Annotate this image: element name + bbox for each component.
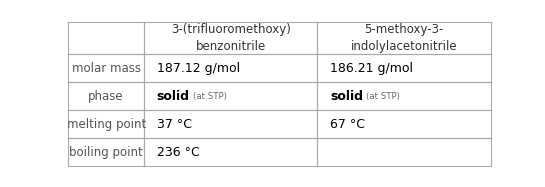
Text: 3-(trifluoromethoxy)
benzonitrile: 3-(trifluoromethoxy) benzonitrile — [171, 23, 290, 53]
Text: boiling point: boiling point — [69, 146, 143, 159]
Text: 67 °C: 67 °C — [330, 118, 365, 131]
Text: 236 °C: 236 °C — [157, 146, 199, 159]
Text: solid: solid — [157, 90, 190, 103]
Text: molar mass: molar mass — [71, 62, 141, 75]
Text: 186.21 g/mol: 186.21 g/mol — [330, 62, 413, 75]
Text: (at STP): (at STP) — [366, 92, 400, 101]
Text: 5-methoxy-3-
indolylacetonitrile: 5-methoxy-3- indolylacetonitrile — [350, 23, 457, 53]
Text: (at STP): (at STP) — [193, 92, 227, 101]
Text: 37 °C: 37 °C — [157, 118, 192, 131]
Text: phase: phase — [88, 90, 124, 103]
Text: solid: solid — [330, 90, 363, 103]
Text: melting point: melting point — [66, 118, 146, 131]
Text: 187.12 g/mol: 187.12 g/mol — [157, 62, 240, 75]
